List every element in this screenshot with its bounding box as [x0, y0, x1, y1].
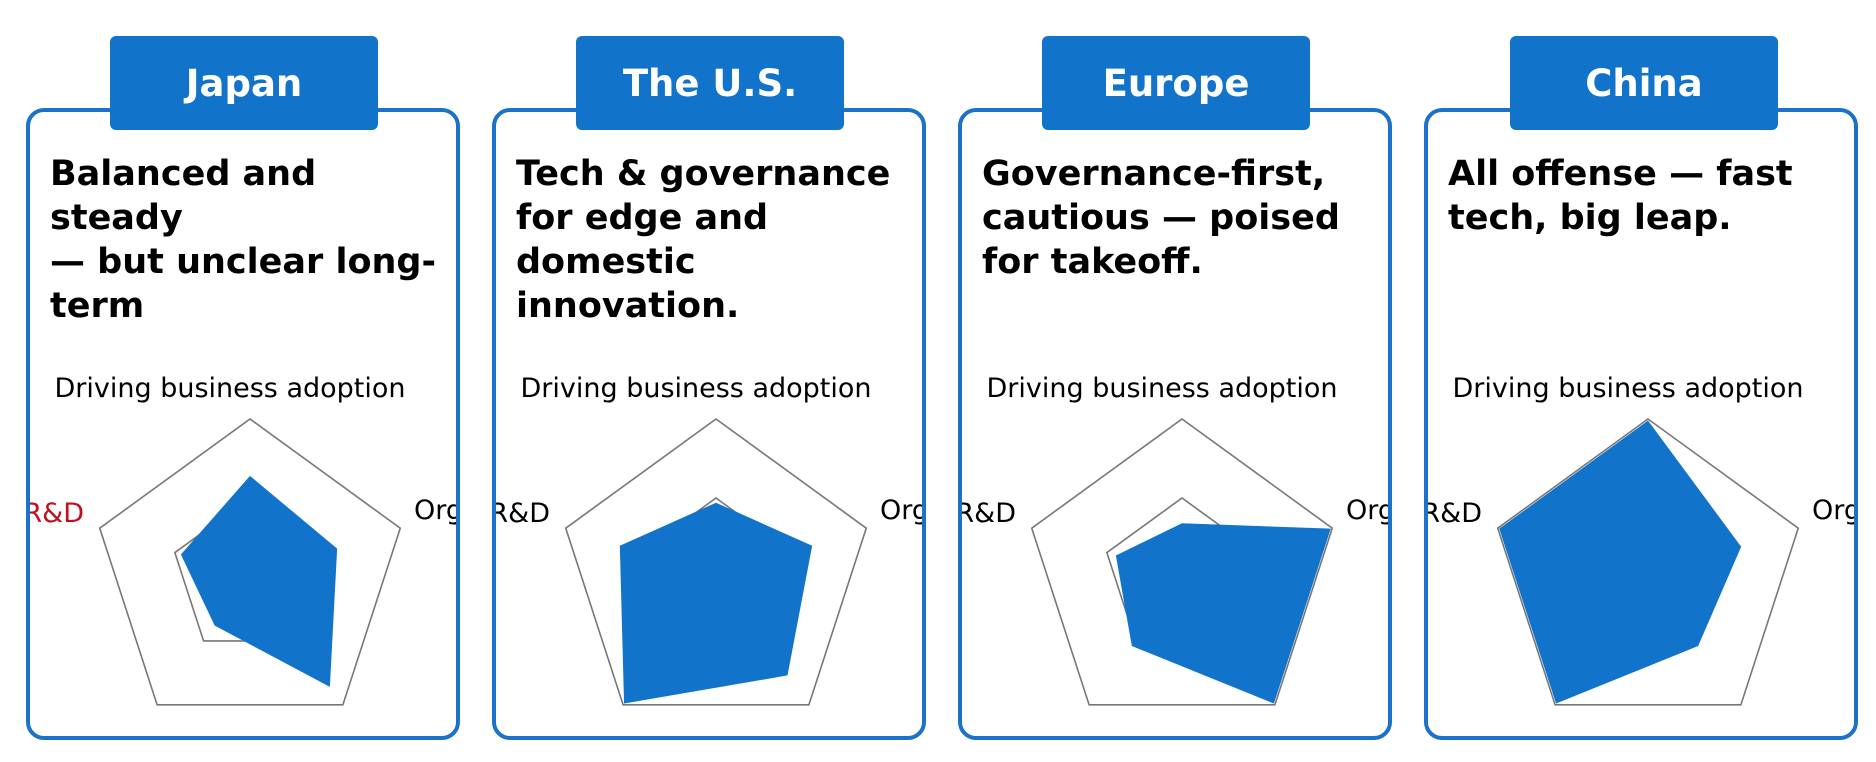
axis-label-line: Domestic [44, 735, 171, 736]
radar-chart: Driving business adoptionOrgGovernanceDo… [496, 373, 922, 736]
axis-label: Org [1346, 495, 1388, 526]
axis-label: Org [1812, 495, 1854, 526]
country-panel: All offense — fast tech, big leap. Driving… [1424, 108, 1858, 740]
axis-label: Domestictech [1442, 735, 1569, 736]
axis-label: Domestictech [976, 735, 1103, 736]
axis-label: R&D [496, 498, 550, 529]
axis-label: R&D [1428, 498, 1482, 529]
headline-line: All offense — fast [1448, 154, 1793, 194]
series-area [180, 475, 338, 687]
axis-label: Domestictech [510, 735, 637, 736]
axis-label-line: Domestic [510, 735, 637, 736]
headline-line: domestic innovation. [516, 242, 740, 326]
country-panel: Balanced and steady — but unclear long-te… [26, 108, 460, 740]
radar-chart: Driving business adoptionOrgGovernanceDo… [962, 373, 1388, 736]
axis-label-line: Domestic [1442, 735, 1569, 736]
series-area [1115, 523, 1331, 704]
headline-line: — but unclear long- [50, 242, 436, 282]
country-tab: Europe [1042, 36, 1310, 130]
axis-label: Driving business adoption [986, 373, 1337, 404]
axis-label: Driving business adoption [520, 373, 871, 404]
axis-label: Org [414, 495, 456, 526]
headline-line: term [50, 286, 145, 326]
country-tab: China [1510, 36, 1778, 130]
series-area [619, 502, 813, 704]
country-tab: Japan [110, 36, 378, 130]
headline-line: tech, big leap. [1448, 198, 1732, 238]
headline-line: Governance-first, [982, 154, 1326, 194]
headline-line: Balanced and steady [50, 154, 317, 238]
axis-label: Driving business adoption [54, 373, 405, 404]
headline-line: for edge and [516, 198, 769, 238]
headline-line: for takeoff. [982, 242, 1203, 282]
country-panel: Tech & governance for edge and domestic in… [492, 108, 926, 740]
radar-chart: Driving business adoptionOrgGovernanceDo… [30, 373, 456, 736]
panel-headline: Governance-first, cautious — poised for ta… [982, 152, 1386, 284]
panel-headline: Balanced and steady — but unclear long-te… [50, 152, 454, 328]
grid-ring [1030, 418, 1334, 706]
axis-label: R&D [30, 498, 84, 529]
panel-headline: All offense — fast tech, big leap. [1448, 152, 1852, 240]
panel-headline: Tech & governance for edge and domestic in… [516, 152, 920, 328]
grid-ring [1496, 418, 1800, 706]
headline-line: Tech & governance [516, 154, 891, 194]
axis-label: R&D [962, 498, 1016, 529]
radar-chart: Driving business adoptionOrgGovernanceDo… [1428, 373, 1854, 736]
axis-label: Org [880, 495, 922, 526]
country-panel: Governance-first, cautious — poised for ta… [958, 108, 1392, 740]
country-tab: The U.S. [576, 36, 844, 130]
series-area [1499, 420, 1742, 704]
axis-label-line: Domestic [976, 735, 1103, 736]
axis-label: Domestictech [44, 735, 171, 736]
grid-ring [98, 418, 402, 706]
grid-ring [564, 418, 868, 706]
axis-label: Driving business adoption [1452, 373, 1803, 404]
headline-line: cautious — poised [982, 198, 1340, 238]
